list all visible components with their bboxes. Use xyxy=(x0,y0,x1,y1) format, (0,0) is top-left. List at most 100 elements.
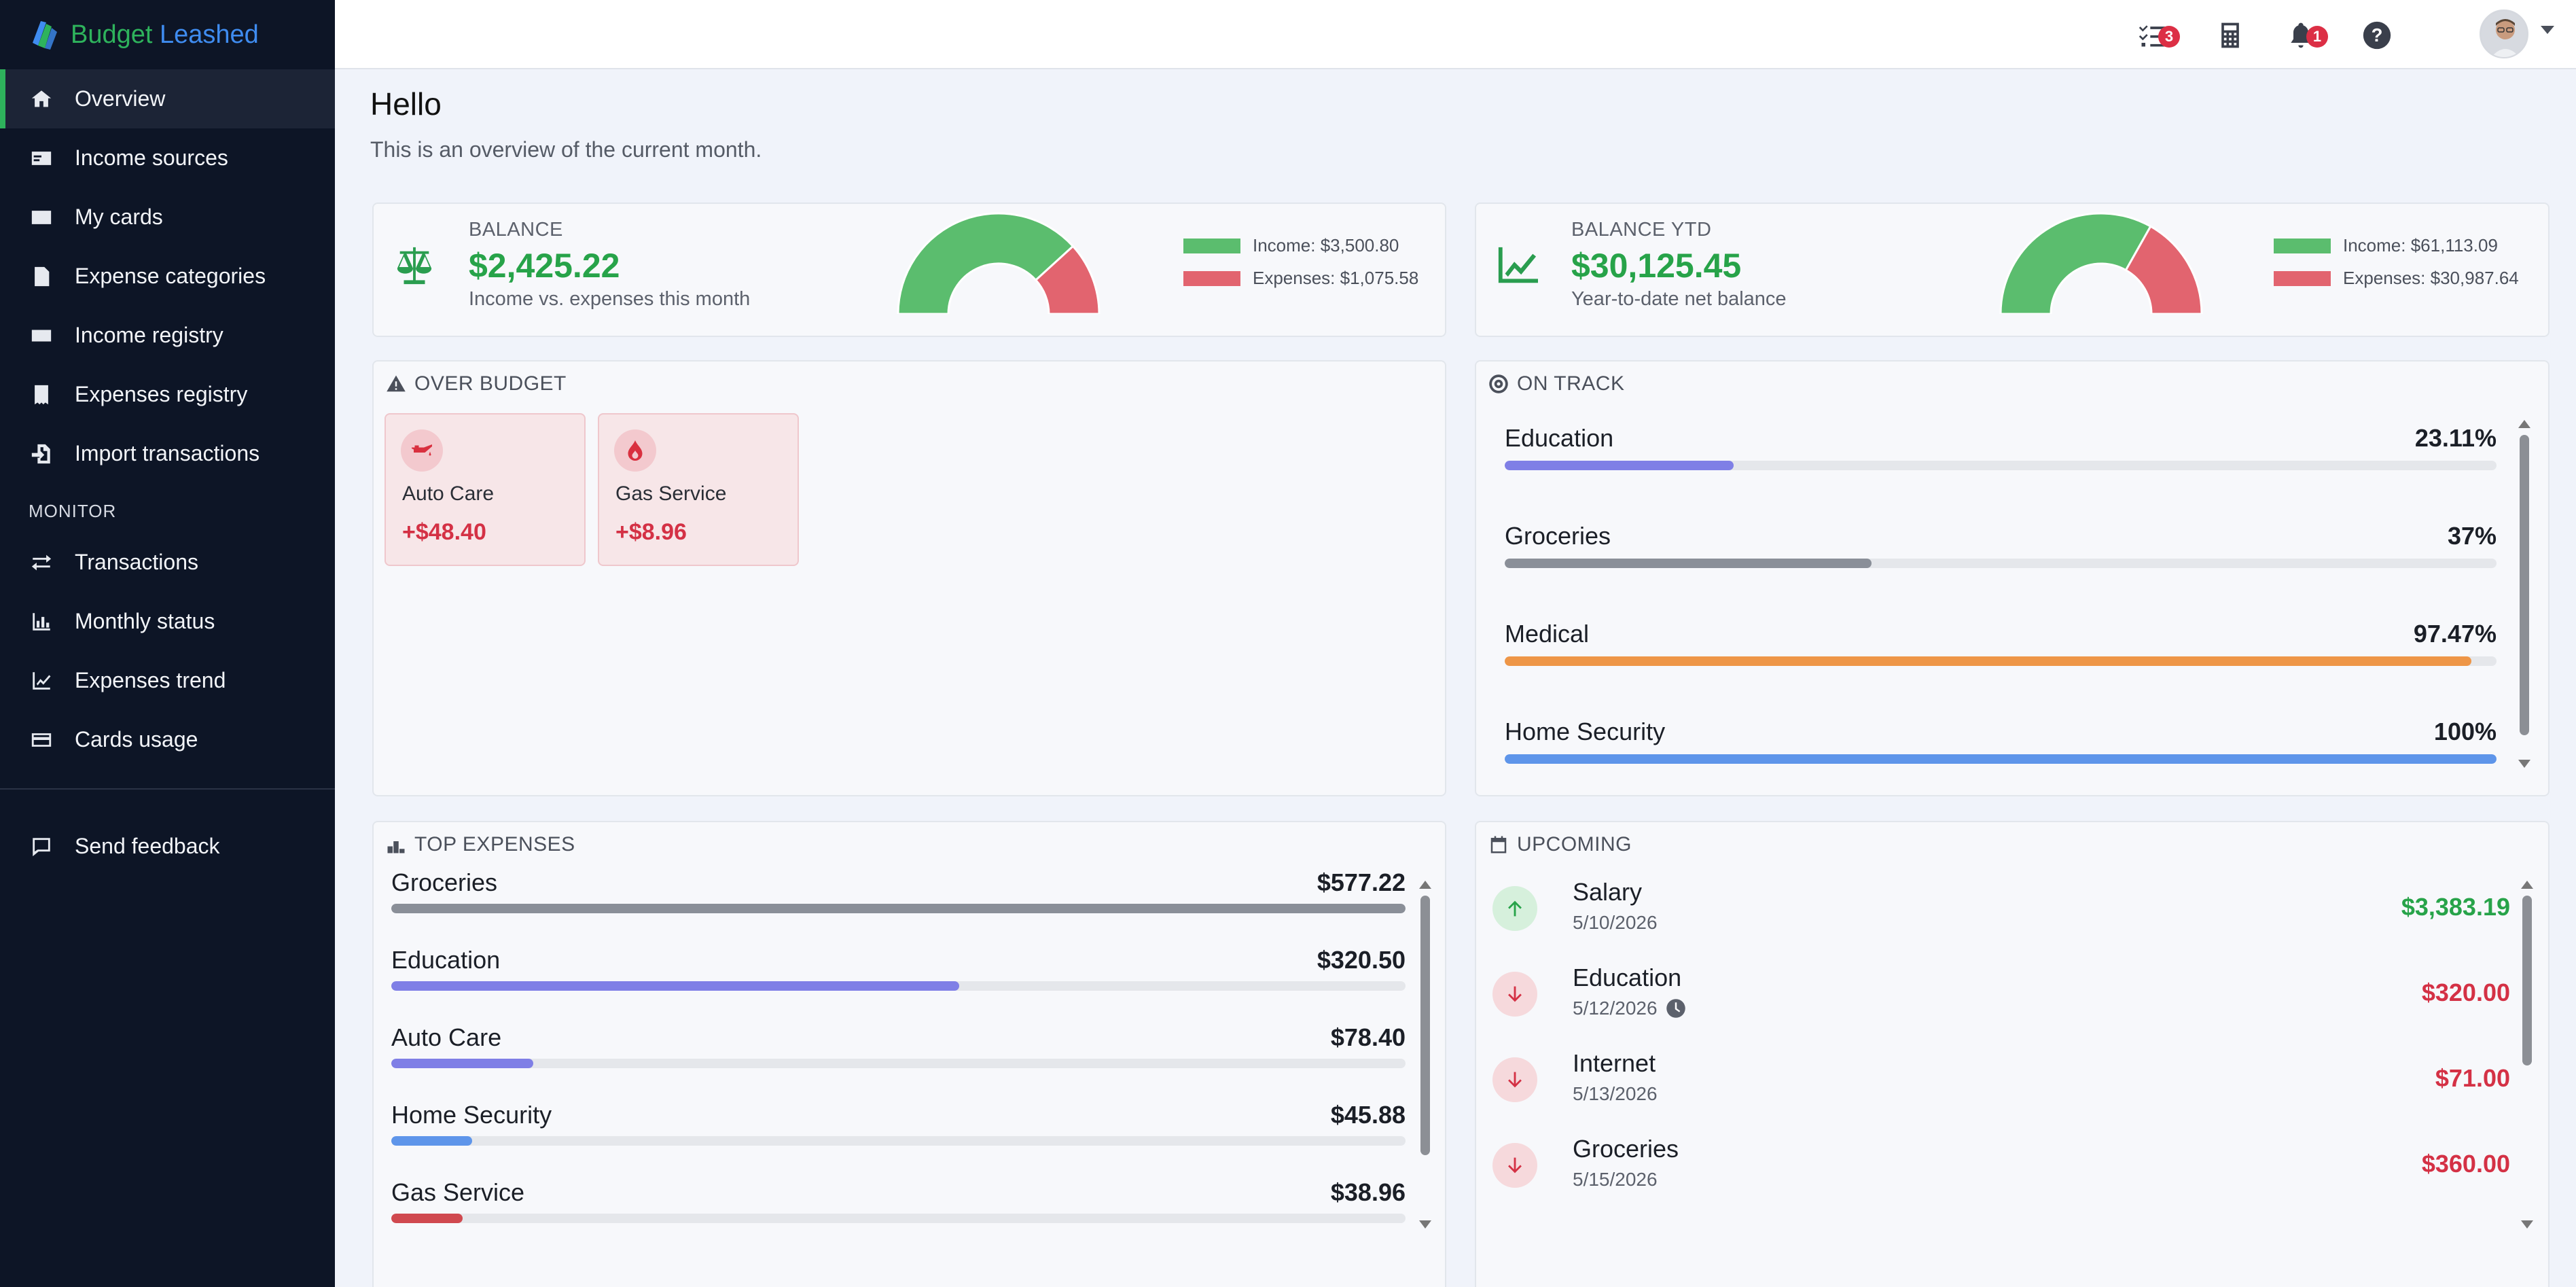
page-title: Hello xyxy=(370,86,442,122)
balance-ytd-label: BALANCE YTD xyxy=(1571,219,1712,241)
scroll-up-arrow-icon[interactable] xyxy=(1419,881,1431,889)
legend-swatch-expenses xyxy=(2274,270,2331,286)
balance-ytd-legend-expenses: Expenses: $30,987.64 xyxy=(2274,268,2519,289)
calculator-button[interactable] xyxy=(2214,19,2247,52)
arrow-down-icon xyxy=(1492,1057,1537,1102)
tasks-list-icon xyxy=(2139,25,2166,47)
progress-fill xyxy=(1505,656,2472,666)
brand-logo-icon xyxy=(33,21,57,50)
sidebar-item-income-sources[interactable]: Income sources xyxy=(0,128,335,188)
sidebar-item-my-cards[interactable]: My cards xyxy=(0,188,335,247)
scrollbar-thumb[interactable] xyxy=(2522,896,2532,1065)
receipt-icon xyxy=(29,382,54,408)
on-track-item-name: Home Security xyxy=(1505,718,1666,745)
top-expense-item: Home Security $45.88 xyxy=(391,1101,1406,1146)
scrollbar-thumb[interactable] xyxy=(2520,435,2529,735)
legend-label: Expenses: $1,075.58 xyxy=(1253,268,1419,288)
upcoming-item[interactable]: Education 5/12/2026 $320.00 xyxy=(1492,962,2510,1030)
card-title-text: UPCOMING xyxy=(1517,833,1632,856)
scrollbar-thumb[interactable] xyxy=(1420,896,1430,1155)
legend-label: Income: $3,500.80 xyxy=(1253,235,1399,255)
sidebar-item-import-transactions[interactable]: Import transactions xyxy=(0,424,335,483)
sidebar-item-send-feedback[interactable]: Send feedback xyxy=(0,817,335,876)
scroll-down-arrow-icon[interactable] xyxy=(2521,1220,2533,1229)
upcoming-item[interactable]: Groceries 5/15/2026 $360.00 xyxy=(1492,1133,2510,1201)
sidebar-item-label: My cards xyxy=(75,205,163,229)
top-expense-item: Education $320.50 xyxy=(391,946,1406,991)
brand[interactable]: Budget Leashed xyxy=(0,0,335,69)
sidebar-item-transactions[interactable]: Transactions xyxy=(0,533,335,592)
upcoming-item[interactable]: Salary 5/10/2026 $3,383.19 xyxy=(1492,877,2510,945)
over-budget-item[interactable]: Auto Care +$48.40 xyxy=(384,413,586,566)
upcoming-date-text: 5/10/2026 xyxy=(1573,912,1658,933)
sidebar-item-label: Import transactions xyxy=(75,441,260,465)
over-budget-item-value: +$8.96 xyxy=(615,519,687,545)
progress-fill xyxy=(1505,559,1872,568)
on-track-item-name: Education xyxy=(1505,424,1614,452)
line-chart-icon xyxy=(29,668,54,694)
sidebar-item-expense-categories[interactable]: Expense categories xyxy=(0,247,335,306)
progress-track xyxy=(391,1136,1406,1146)
arrow-down-icon xyxy=(1492,972,1537,1017)
legend-swatch-expenses xyxy=(1183,270,1240,286)
sidebar-item-overview[interactable]: Overview xyxy=(0,69,335,128)
on-track-card: ON TRACK Education 23.11% Groceries 37% Me… xyxy=(1475,360,2550,796)
top-expense-name: Home Security xyxy=(391,1101,552,1129)
over-budget-item-value: +$48.40 xyxy=(402,519,486,545)
sidebar-item-expenses-trend[interactable]: Expenses trend xyxy=(0,651,335,710)
arrow-down-icon xyxy=(1492,1143,1537,1188)
notifications-button[interactable]: 1 xyxy=(2285,19,2328,52)
sidebar-item-income-registry[interactable]: Income registry xyxy=(0,306,335,365)
upcoming-card: UPCOMING Salary 5/10/2026 $3,383.19 Educ… xyxy=(1475,821,2550,1287)
clock-icon xyxy=(1666,999,1685,1018)
progress-fill xyxy=(391,981,960,991)
chevron-down-icon[interactable] xyxy=(2541,26,2554,34)
credit-card-icon xyxy=(29,727,54,753)
upcoming-scrollbar[interactable] xyxy=(2521,881,2533,1229)
upcoming-date-text: 5/15/2026 xyxy=(1573,1169,1658,1190)
upcoming-title: UPCOMING xyxy=(1488,833,1632,856)
gauge-income-segment xyxy=(897,212,1075,314)
upcoming-item[interactable]: Internet 5/13/2026 $71.00 xyxy=(1492,1048,2510,1116)
sidebar-item-label: Expenses trend xyxy=(75,668,226,692)
calculator-icon xyxy=(2221,22,2239,48)
user-avatar[interactable] xyxy=(2480,10,2528,58)
sidebar-item-expenses-registry[interactable]: Expenses registry xyxy=(0,365,335,424)
balance-value: $2,425.22 xyxy=(469,247,620,285)
top-expense-name: Auto Care xyxy=(391,1023,502,1051)
tasks-button[interactable]: 3 xyxy=(2136,19,2180,52)
scroll-up-arrow-icon[interactable] xyxy=(2518,420,2530,428)
over-budget-card: OVER BUDGET Auto Care +$48.40 Gas Servic… xyxy=(372,360,1446,796)
balance-legend-expenses: Expenses: $1,075.58 xyxy=(1183,268,1418,289)
oil-can-icon xyxy=(401,429,443,472)
monitor-nav: Transactions Monthly status Expenses tre… xyxy=(0,533,335,769)
brand-name-part1: Budget xyxy=(71,20,153,49)
svg-text:?: ? xyxy=(2372,24,2383,46)
sidebar-item-cards-usage[interactable]: Cards usage xyxy=(0,710,335,769)
scroll-up-arrow-icon[interactable] xyxy=(2521,881,2533,889)
help-button[interactable]: ? xyxy=(2361,19,2393,52)
top-expense-name: Education xyxy=(391,946,501,974)
sidebar-item-monthly-status[interactable]: Monthly status xyxy=(0,592,335,651)
top-expense-value: $38.96 xyxy=(1330,1178,1406,1206)
gauge-income-segment xyxy=(1999,212,2152,314)
upcoming-item-amount: $360.00 xyxy=(2421,1150,2510,1178)
top-expense-value: $320.50 xyxy=(1317,946,1406,974)
scroll-down-arrow-icon[interactable] xyxy=(1419,1220,1431,1229)
arrow-up-icon xyxy=(1492,886,1537,931)
on-track-item-name: Medical xyxy=(1505,620,1590,648)
scroll-down-arrow-icon[interactable] xyxy=(2518,760,2530,768)
on-track-scrollbar[interactable] xyxy=(2518,420,2530,768)
top-expenses-card: TOP EXPENSES Groceries $577.22 Education $… xyxy=(372,821,1446,1287)
upcoming-date-text: 5/12/2026 xyxy=(1573,998,1658,1019)
progress-track xyxy=(391,1059,1406,1068)
podium-icon xyxy=(387,841,405,853)
progress-track xyxy=(391,981,1406,991)
top-expenses-scrollbar[interactable] xyxy=(1419,881,1431,1229)
on-track-item-value: 23.11% xyxy=(2414,424,2497,452)
legend-swatch-income xyxy=(2274,238,2331,253)
over-budget-item[interactable]: Gas Service +$8.96 xyxy=(598,413,799,566)
progress-fill xyxy=(391,904,1406,913)
flame-icon xyxy=(614,429,656,472)
progress-fill xyxy=(1505,754,2497,764)
